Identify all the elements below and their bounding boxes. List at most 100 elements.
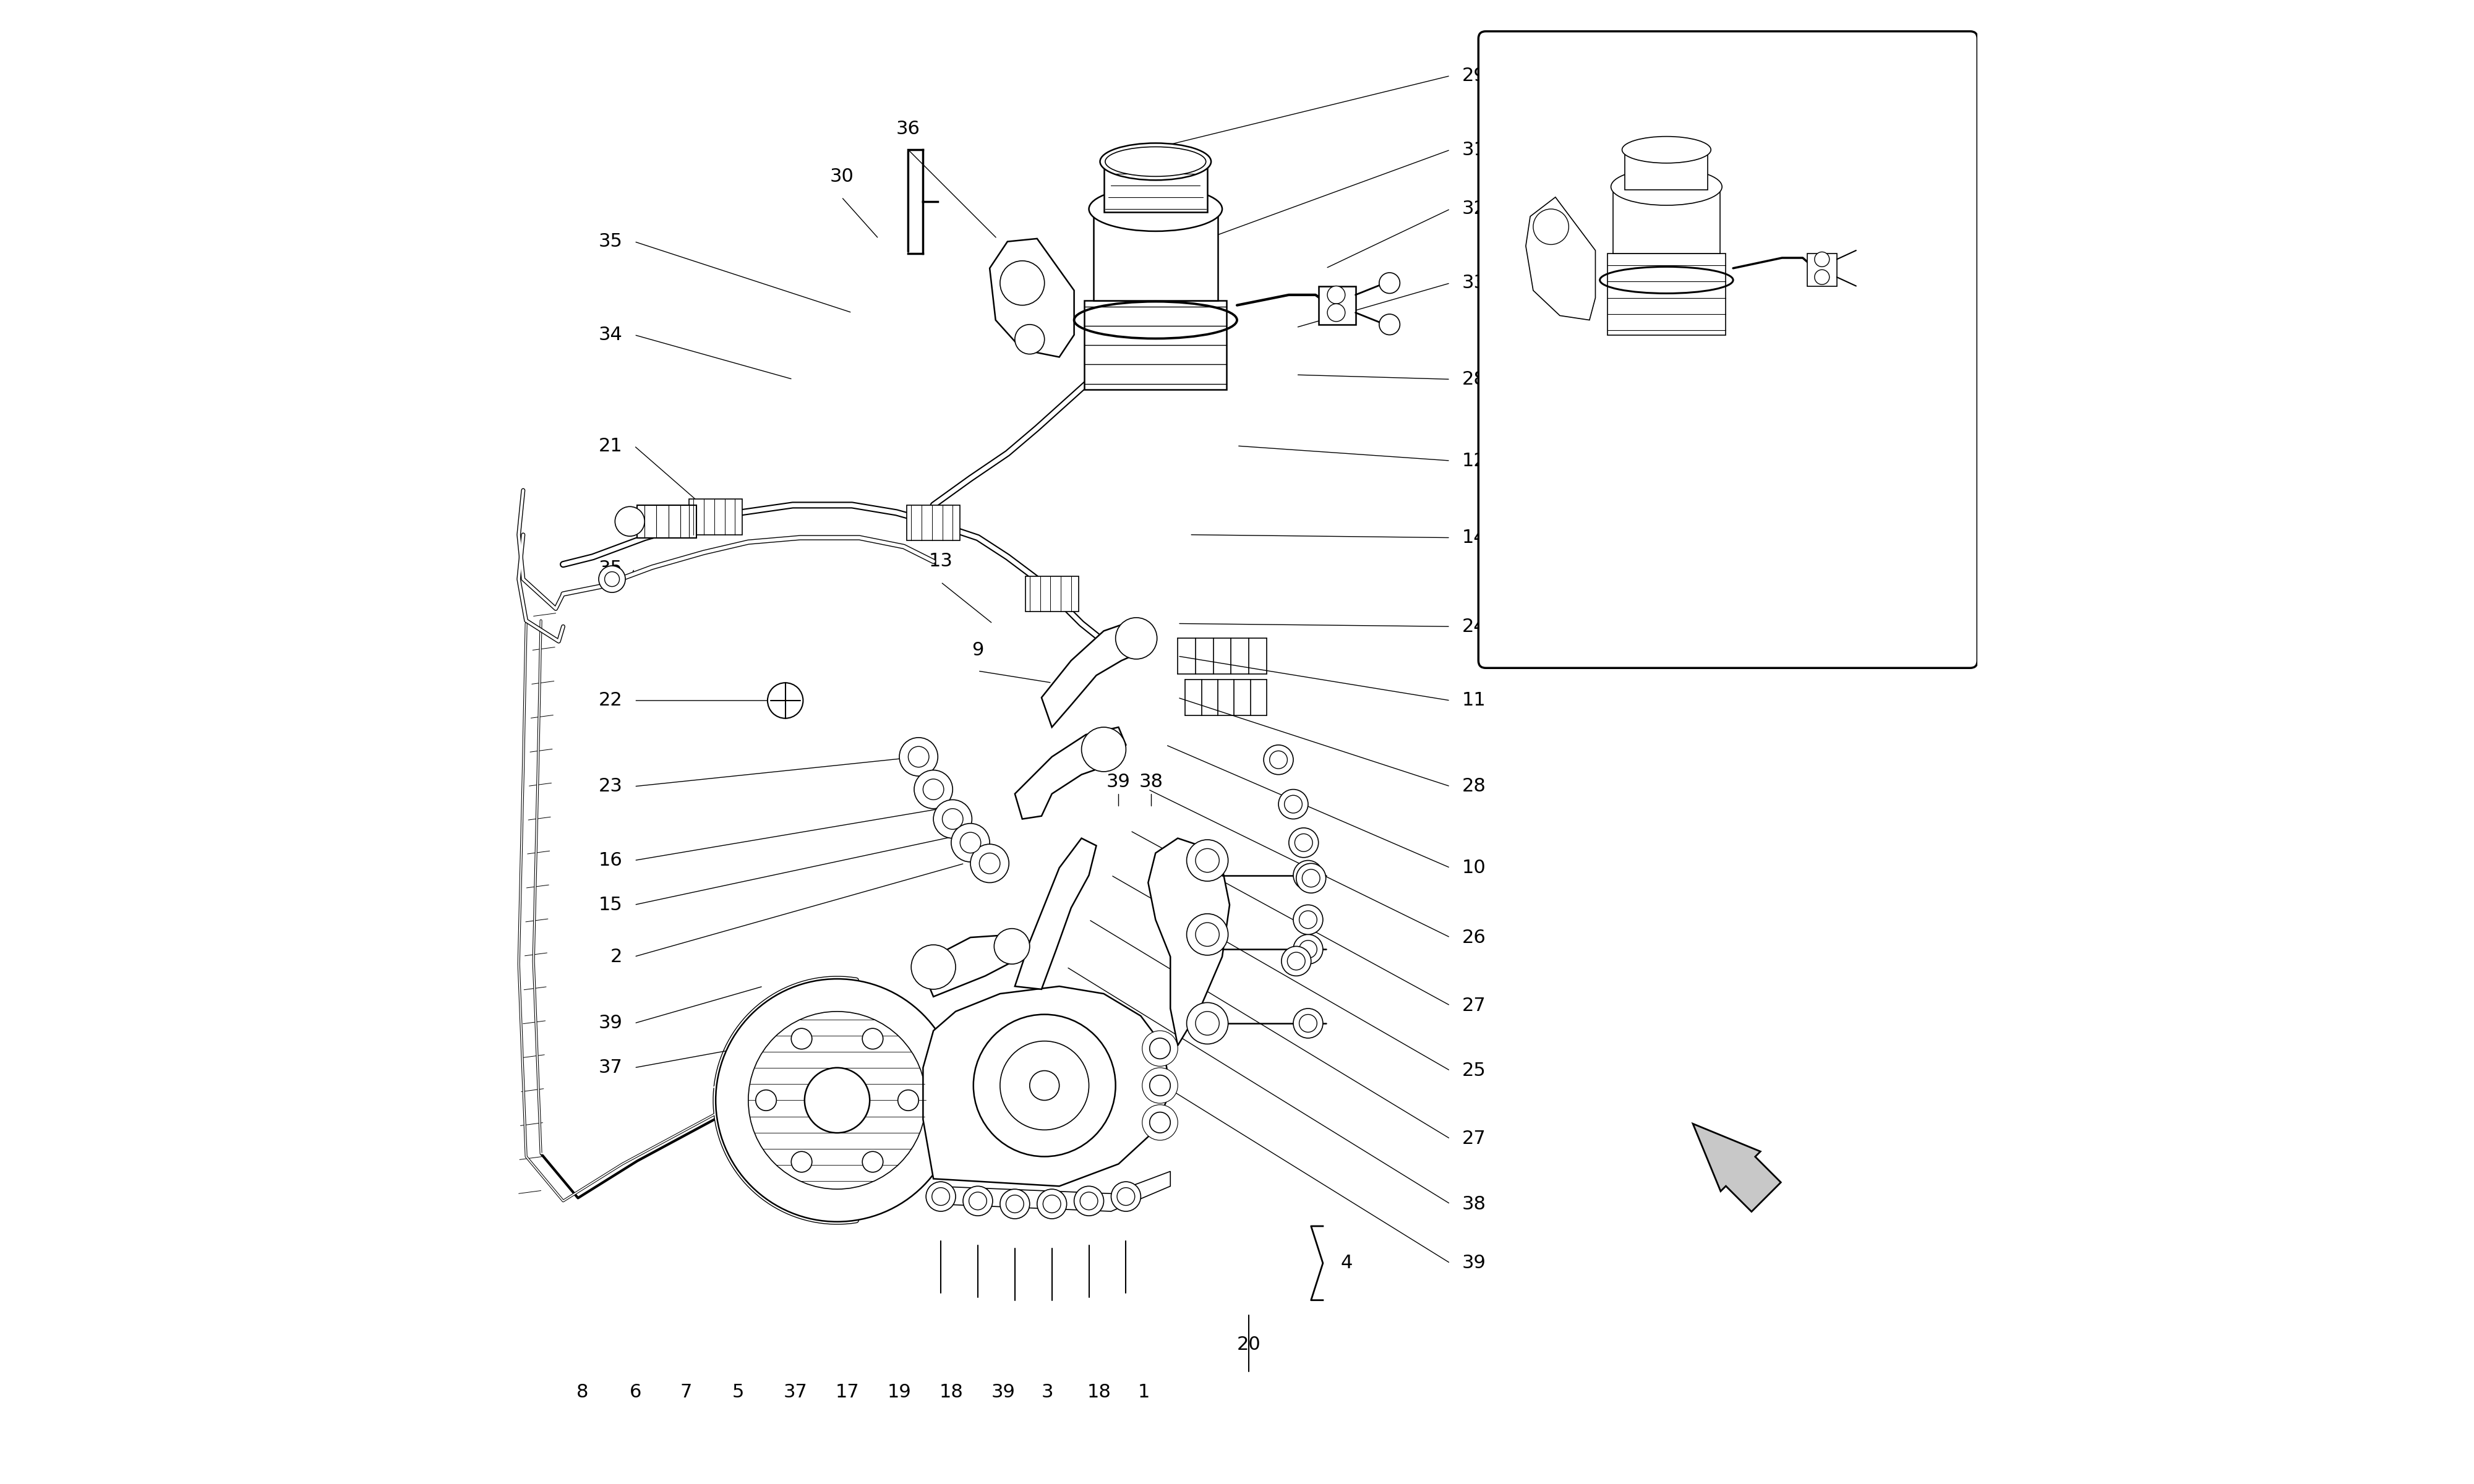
- Text: 31: 31: [1462, 141, 1487, 159]
- Circle shape: [1116, 617, 1158, 659]
- Text: 39: 39: [1462, 1254, 1487, 1272]
- Circle shape: [1279, 789, 1309, 819]
- Circle shape: [1143, 1031, 1178, 1066]
- Circle shape: [933, 800, 972, 838]
- Circle shape: [1284, 795, 1301, 813]
- Circle shape: [925, 1181, 955, 1211]
- Circle shape: [1294, 935, 1324, 965]
- Circle shape: [1081, 727, 1126, 772]
- Circle shape: [1007, 1195, 1024, 1212]
- Text: -Vale fino al motore Nr. 44258-: -Vale fino al motore Nr. 44258-: [1588, 500, 1868, 516]
- Circle shape: [767, 683, 804, 718]
- Ellipse shape: [1101, 142, 1212, 180]
- Text: 25: 25: [1462, 1061, 1487, 1080]
- Text: 28: 28: [1462, 778, 1487, 795]
- Bar: [1806, 254, 1836, 286]
- Text: 33: 33: [1462, 275, 1487, 292]
- Text: 10: 10: [1462, 859, 1487, 877]
- Text: 28: 28: [1462, 371, 1487, 389]
- Circle shape: [1150, 1074, 1170, 1095]
- Circle shape: [933, 1187, 950, 1205]
- Circle shape: [1014, 325, 1044, 355]
- Text: 13: 13: [928, 552, 952, 570]
- Circle shape: [970, 844, 1009, 883]
- Circle shape: [863, 1028, 883, 1049]
- Text: 7: 7: [680, 1383, 693, 1401]
- Text: 26: 26: [1462, 929, 1487, 947]
- Circle shape: [1299, 1015, 1316, 1033]
- Text: 22: 22: [599, 692, 623, 709]
- Circle shape: [1074, 1186, 1103, 1215]
- Circle shape: [747, 1012, 925, 1189]
- Text: 31: 31: [1648, 43, 1670, 61]
- Circle shape: [1299, 911, 1316, 929]
- Text: 38: 38: [1462, 1195, 1487, 1212]
- Text: 12: 12: [1462, 451, 1487, 469]
- Bar: [908, 505, 960, 540]
- Circle shape: [1118, 1187, 1136, 1205]
- Text: 15: 15: [599, 896, 623, 914]
- Circle shape: [923, 779, 943, 800]
- Polygon shape: [1692, 1123, 1781, 1211]
- Text: 8: 8: [576, 1383, 589, 1401]
- Ellipse shape: [1106, 147, 1205, 177]
- Circle shape: [999, 261, 1044, 306]
- Polygon shape: [1042, 620, 1148, 727]
- Polygon shape: [1084, 301, 1227, 390]
- Circle shape: [1029, 1070, 1059, 1100]
- Text: 33: 33: [1712, 43, 1734, 61]
- Circle shape: [792, 1028, 811, 1049]
- FancyBboxPatch shape: [1479, 31, 1977, 668]
- Circle shape: [1195, 923, 1220, 947]
- Circle shape: [999, 1042, 1089, 1129]
- Text: 37: 37: [784, 1383, 807, 1401]
- Text: 36: 36: [896, 120, 920, 138]
- Text: 38: 38: [1138, 773, 1163, 791]
- Polygon shape: [1608, 254, 1727, 335]
- Ellipse shape: [1623, 137, 1712, 163]
- Ellipse shape: [1611, 168, 1722, 205]
- Text: 35: 35: [599, 559, 623, 577]
- Circle shape: [1813, 252, 1828, 267]
- Polygon shape: [1103, 162, 1207, 212]
- Circle shape: [1378, 273, 1400, 294]
- Circle shape: [995, 929, 1029, 965]
- Circle shape: [1269, 751, 1286, 769]
- Text: 17: 17: [836, 1383, 858, 1401]
- Polygon shape: [923, 987, 1170, 1186]
- Circle shape: [1188, 1003, 1227, 1045]
- Circle shape: [1534, 209, 1569, 245]
- Circle shape: [1329, 286, 1346, 304]
- Circle shape: [1296, 864, 1326, 893]
- Bar: [1024, 576, 1079, 611]
- Text: 18: 18: [1086, 1383, 1111, 1401]
- Circle shape: [792, 1152, 811, 1172]
- Circle shape: [1294, 834, 1314, 852]
- Circle shape: [715, 979, 957, 1221]
- Circle shape: [960, 833, 980, 853]
- Text: 16: 16: [599, 852, 623, 870]
- Polygon shape: [1094, 209, 1217, 301]
- Circle shape: [1289, 828, 1319, 858]
- Text: -Valid till engine Nr. 44258-: -Valid till engine Nr. 44258-: [1603, 549, 1853, 565]
- Polygon shape: [990, 239, 1074, 358]
- Circle shape: [1299, 867, 1316, 884]
- Circle shape: [962, 1186, 992, 1215]
- Circle shape: [943, 809, 962, 830]
- Text: 39: 39: [599, 1015, 623, 1033]
- Text: 6: 6: [631, 1383, 641, 1401]
- Text: 18: 18: [940, 1383, 962, 1401]
- Circle shape: [1813, 270, 1828, 285]
- Circle shape: [1299, 941, 1316, 959]
- Text: 39: 39: [1106, 773, 1131, 791]
- Ellipse shape: [1089, 187, 1222, 232]
- Polygon shape: [1613, 187, 1719, 254]
- Circle shape: [970, 1192, 987, 1209]
- Circle shape: [1150, 1112, 1170, 1132]
- Circle shape: [1044, 1195, 1061, 1212]
- Circle shape: [863, 1152, 883, 1172]
- Circle shape: [1282, 947, 1311, 976]
- Circle shape: [1378, 315, 1400, 335]
- Text: 11: 11: [1462, 692, 1487, 709]
- Circle shape: [1037, 1189, 1066, 1218]
